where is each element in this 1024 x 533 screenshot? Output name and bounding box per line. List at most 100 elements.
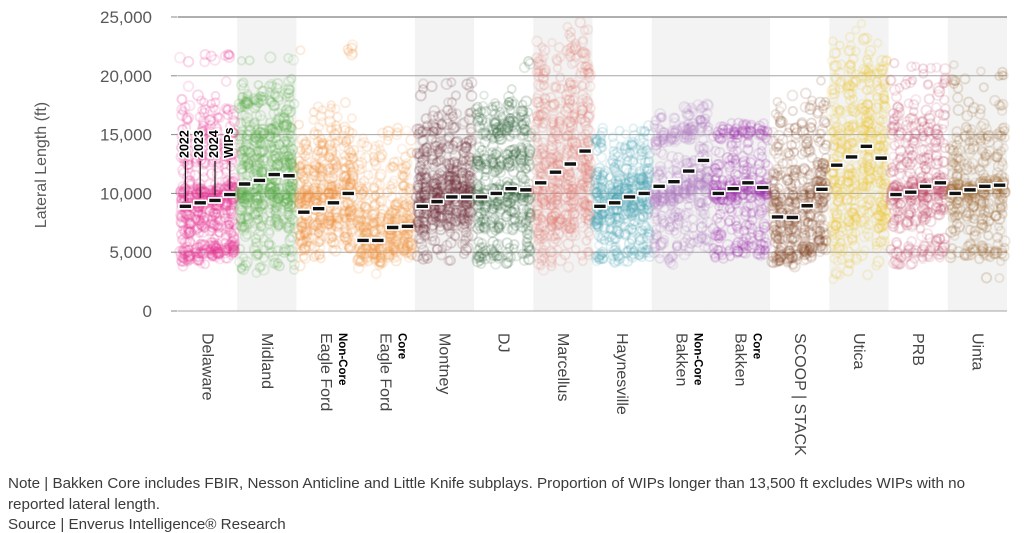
- median-marker: [799, 202, 815, 210]
- median-marker: [474, 193, 489, 201]
- median-marker: [666, 178, 682, 185]
- median-marker: [429, 198, 445, 205]
- play-group-uinta: Uinta: [943, 59, 1011, 370]
- median-marker: [947, 190, 963, 197]
- median-marker: [237, 180, 252, 188]
- median-marker: [725, 185, 741, 192]
- median-marker: [562, 160, 578, 168]
- x-axis-label: Uinta: [968, 333, 985, 370]
- x-axis-label: Haynesville: [613, 333, 630, 415]
- median-marker: [222, 191, 238, 198]
- data-points: [233, 51, 301, 278]
- median-marker: [918, 183, 933, 190]
- x-axis-label: PRB: [909, 333, 926, 366]
- data-points: [766, 75, 834, 273]
- median-marker: [577, 147, 593, 155]
- data-points: [885, 58, 952, 271]
- play-group-eagle-ford-non-core: Eagle Ford Non-Core: [293, 39, 360, 411]
- median-marker: [637, 190, 652, 197]
- median-marker: [207, 197, 223, 204]
- x-axis-label: Montney: [435, 333, 452, 394]
- play-group-dj: DJ: [470, 55, 537, 353]
- data-points: [529, 16, 597, 276]
- x-axis-sublabel: Non-Core: [691, 333, 703, 385]
- note-text: Note | Bakken Core includes FBIR, Nesson…: [8, 475, 966, 513]
- median-marker: [355, 237, 371, 244]
- play-group-eagle-ford-core: Eagle Ford Core: [351, 122, 418, 411]
- median-marker: [755, 184, 771, 191]
- median-marker: [888, 191, 904, 198]
- median-marker: [651, 183, 667, 190]
- median-marker: [296, 208, 312, 216]
- y-tick-label: 10,000: [100, 184, 152, 203]
- median-marker: [933, 179, 948, 187]
- x-axis-label: Delaware: [199, 333, 216, 401]
- data-points: [707, 117, 774, 264]
- play-group-midland: Midland: [233, 51, 301, 389]
- x-axis-sublabel: Core: [395, 333, 407, 359]
- median-marker: [192, 199, 208, 207]
- series-year-annotation: 2024: [207, 130, 221, 158]
- median-marker: [459, 193, 474, 201]
- median-marker: [977, 183, 993, 190]
- median-marker: [873, 154, 889, 162]
- x-axis-sublabel: Non-Core: [336, 333, 348, 385]
- play-group-marcellus: Marcellus: [529, 16, 597, 401]
- median-marker: [711, 190, 726, 197]
- footnote: Note | Bakken Core includes FBIR, Nesson…: [8, 474, 1016, 533]
- data-points: [293, 39, 360, 272]
- x-axis-label: DJ: [495, 333, 512, 353]
- median-marker: [814, 185, 830, 193]
- median-marker: [444, 193, 460, 201]
- play-group-scoop-stack: SCOOP | STACK: [766, 75, 834, 456]
- median-marker: [548, 168, 563, 176]
- median-marker: [622, 193, 637, 201]
- median-marker: [400, 223, 415, 230]
- median-marker: [281, 172, 297, 180]
- source-text: Source | Enverus Intelligence® Research: [8, 516, 286, 533]
- median-marker: [266, 171, 282, 178]
- median-marker: [859, 143, 874, 150]
- play-group-prb: PRB: [885, 58, 952, 366]
- median-marker: [681, 167, 697, 175]
- y-tick-label: 25,000: [100, 8, 152, 27]
- x-axis-label: Bakken: [672, 333, 689, 386]
- y-tick-label: 15,000: [100, 126, 152, 145]
- x-axis-label: Utica: [850, 333, 867, 370]
- median-marker: [311, 205, 326, 212]
- median-marker: [178, 203, 193, 210]
- x-axis-label: Eagle Ford: [317, 333, 334, 411]
- median-marker: [385, 224, 400, 231]
- x-axis-label: SCOOP | STACK: [791, 333, 808, 456]
- median-marker: [844, 153, 859, 161]
- median-marker: [488, 190, 504, 197]
- y-tick-label: 0: [143, 302, 152, 321]
- median-marker: [326, 199, 341, 207]
- median-marker: [785, 214, 800, 221]
- y-tick-label: 20,000: [100, 67, 152, 86]
- y-tick-label: 5,000: [109, 243, 152, 262]
- data-points: [825, 18, 893, 285]
- data-points: [173, 48, 241, 272]
- data-points: [351, 122, 418, 280]
- play-group-delaware: 2022 2023 2024 WIPs Delaware: [173, 48, 241, 401]
- play-group-montney: Montney: [410, 76, 478, 394]
- series-year-annotation: 2022: [177, 130, 191, 158]
- play-group-bakken-non-core: Bakken Non-Core: [647, 98, 715, 386]
- x-axis-label: Eagle Ford: [376, 333, 393, 411]
- x-axis-label: Midland: [258, 333, 275, 389]
- median-marker: [592, 203, 608, 210]
- median-marker: [503, 185, 519, 192]
- play-group-haynesville: Haynesville: [589, 120, 656, 415]
- median-marker: [740, 179, 756, 187]
- series-year-annotation: WIPs: [222, 127, 236, 158]
- x-axis-sublabel: Core: [751, 333, 763, 359]
- median-marker: [770, 213, 785, 221]
- median-marker: [340, 190, 356, 197]
- median-marker: [903, 188, 919, 196]
- strip-plot: 0 5,000 10,000 15,000 20,000 25,000 2022 2023 20…: [100, 8, 1011, 456]
- gridlines: 0 5,000 10,000 15,000 20,000 25,000: [100, 8, 1007, 321]
- series-year-annotation: 2023: [192, 130, 206, 158]
- play-group-bakken-core: Bakken Core: [707, 117, 774, 386]
- median-marker: [607, 199, 623, 207]
